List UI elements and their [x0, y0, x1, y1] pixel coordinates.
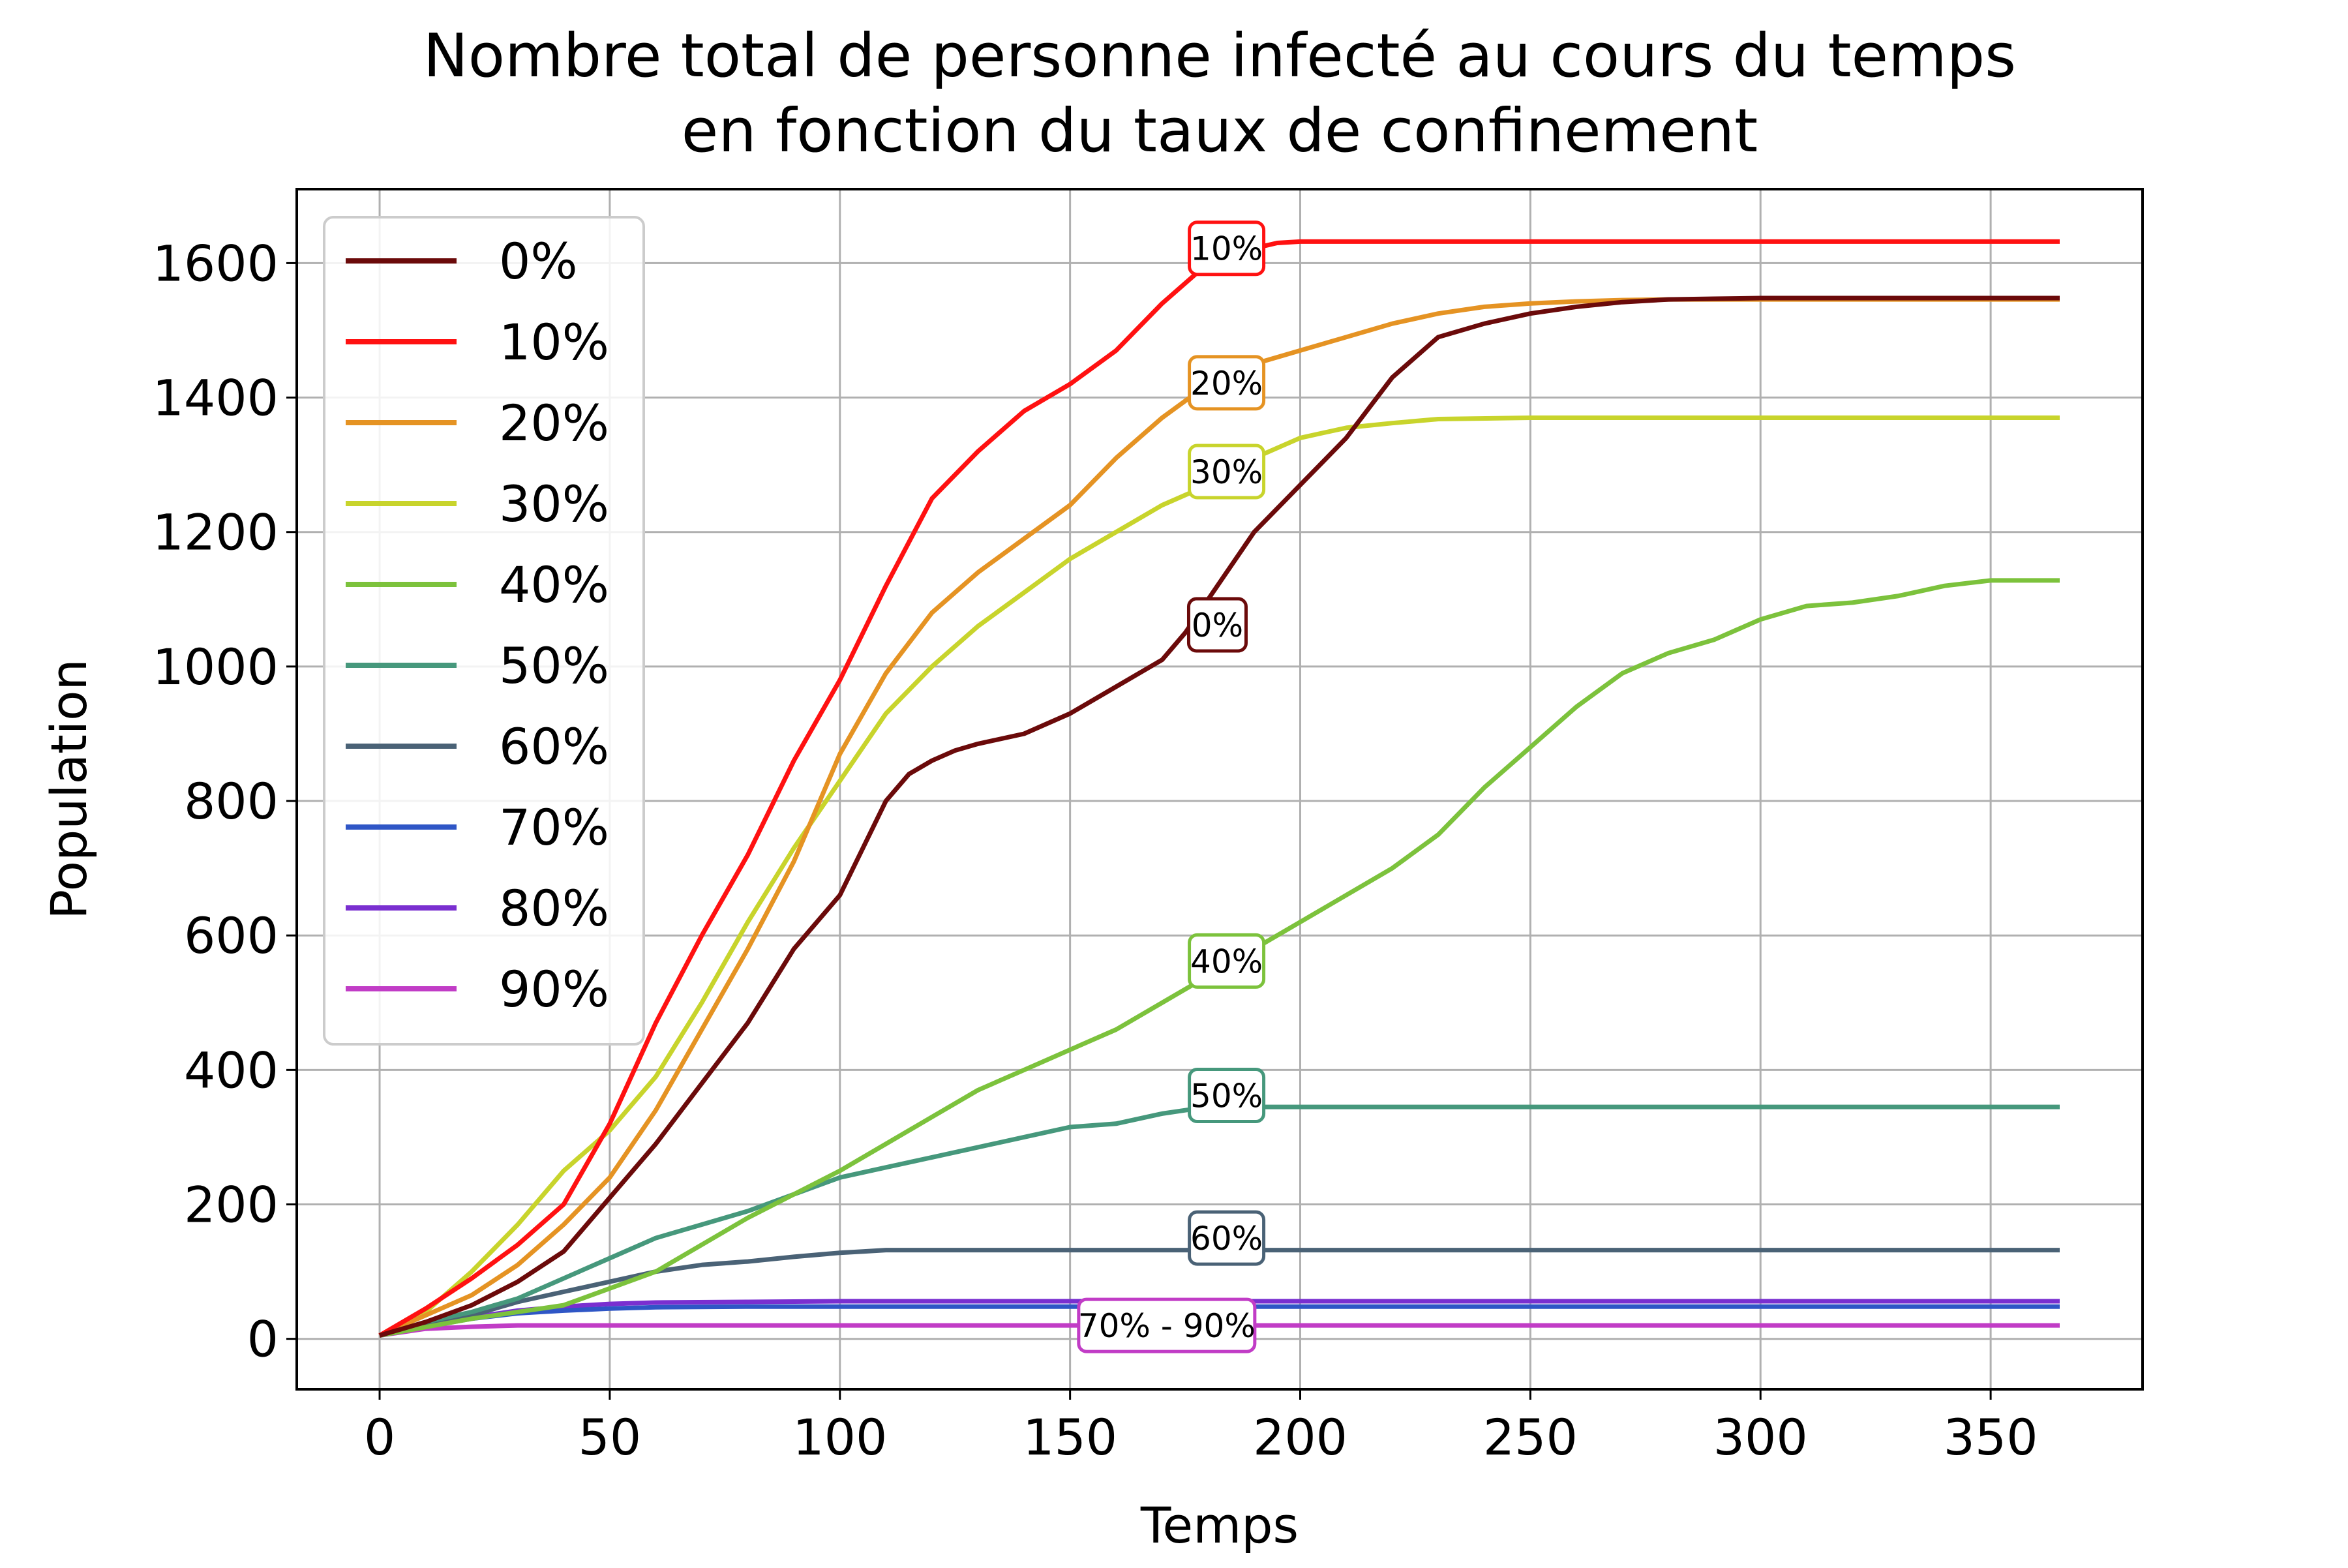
annotation-box — [1188, 444, 1266, 500]
x-tick-label: 200 — [1253, 1408, 1347, 1466]
annotation-label: 30% — [1190, 453, 1263, 491]
x-tick-label: 150 — [1023, 1408, 1117, 1466]
plot-frame — [295, 188, 2144, 1391]
legend-label: 30% — [499, 475, 609, 533]
series-lines — [378, 239, 2060, 1338]
axis-ticks: 0 50 100 150 200 250 300 350 0 200 400 600 800 1000 12… — [153, 234, 2038, 1466]
x-axis-label: Temps — [1140, 1496, 1299, 1554]
annotation-box — [1188, 1068, 1266, 1124]
legend-label: 10% — [499, 313, 609, 371]
legend-label: 70% — [499, 798, 609, 856]
y-tick-label: 1600 — [153, 234, 278, 292]
x-tick-label: 100 — [792, 1408, 887, 1466]
annotation-label: 70% - 90% — [1078, 1307, 1256, 1345]
y-tick-label: 800 — [184, 772, 278, 830]
legend: 0% 10% 20% 30% 40% 50% 60% 70% 80% 90% — [323, 216, 645, 1046]
series-line-0pct — [379, 295, 2060, 1338]
x-tick-label: 0 — [364, 1408, 395, 1466]
legend-label: 50% — [499, 637, 609, 695]
series-line-60pct — [379, 1248, 2060, 1338]
y-tick-label: 600 — [184, 907, 278, 965]
series-line-20pct — [378, 297, 2060, 1338]
annotation-box — [1186, 597, 1248, 653]
annotation-label: 50% — [1190, 1078, 1263, 1115]
x-tick-label: 250 — [1483, 1408, 1578, 1466]
y-tick-label: 0 — [247, 1310, 278, 1368]
legend-label: 90% — [499, 960, 609, 1018]
legend-label: 40% — [499, 556, 609, 614]
x-tick-label: 50 — [579, 1408, 642, 1466]
series-line-40pct — [379, 578, 2060, 1338]
y-axis-label: Population — [40, 659, 98, 919]
legend-label: 80% — [499, 879, 609, 937]
annotation-box — [1188, 933, 1266, 989]
annotation-label: 60% — [1190, 1220, 1263, 1258]
annotation-box — [1188, 355, 1266, 411]
x-tick-label: 300 — [1713, 1408, 1808, 1466]
annotation-box — [1077, 1297, 1257, 1353]
y-tick-label: 400 — [184, 1041, 278, 1099]
annotation-label: 0% — [1192, 607, 1243, 644]
y-tick-label: 1000 — [153, 638, 278, 696]
annotation-label: 40% — [1190, 942, 1263, 980]
annotation-label: 20% — [1190, 365, 1263, 402]
chart-title-line-1: Nombre total de personne infecté au cour… — [423, 21, 2016, 91]
x-tick-label: 350 — [1944, 1408, 2038, 1466]
annotation-box — [1188, 1210, 1266, 1266]
series-line-10pct — [378, 239, 2060, 1338]
y-tick-label: 200 — [184, 1176, 278, 1234]
y-tick-label: 1400 — [153, 369, 278, 427]
chart-title-line-2: en fonction du taux de confinement — [682, 96, 1758, 166]
line-annotations: 10% 20% 30% 0% 40% 50% 60% 70% - 90% — [1077, 220, 1266, 1353]
legend-label: 60% — [499, 717, 609, 776]
annotation-label: 10% — [1190, 230, 1263, 268]
legend-label: 20% — [499, 394, 609, 452]
series-line-30pct — [378, 415, 2060, 1338]
legend-label: 0% — [499, 232, 578, 290]
annotation-box — [1188, 220, 1266, 277]
y-tick-label: 1200 — [153, 504, 278, 562]
